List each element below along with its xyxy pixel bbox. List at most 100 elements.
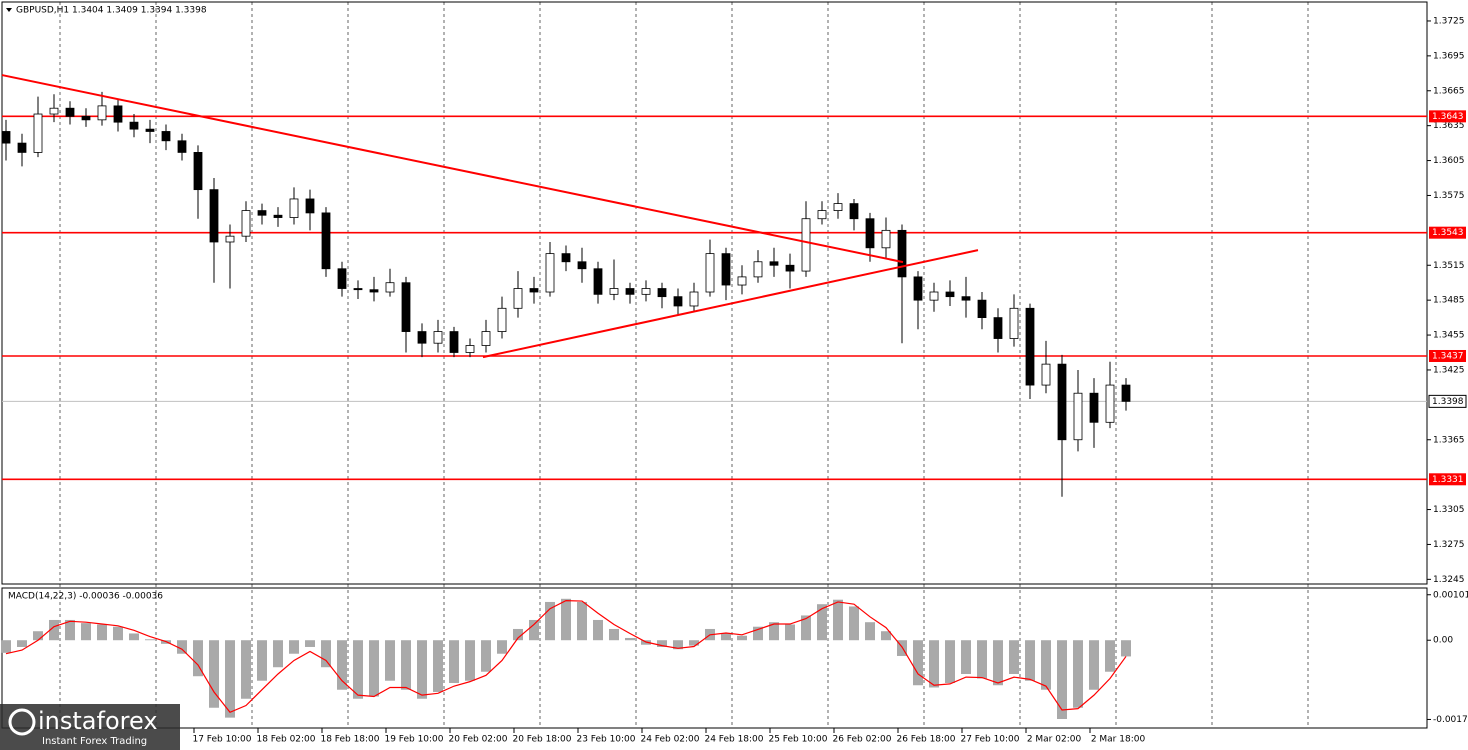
macd-bar [49,619,59,641]
macd-bar [1041,640,1051,690]
candle-body [449,331,459,353]
candle-body [497,307,507,332]
macd-bar [81,623,91,641]
macd-bar [33,631,43,641]
y-tick-label: 1.3275 [1433,540,1465,550]
candle-body [1089,392,1099,423]
macd-title: MACD(14,22,3) -0.00036 -0.00036 [8,592,163,602]
candle-body [241,210,251,237]
macd-bar [865,622,875,641]
x-tick-label: 26 Feb 02:00 [832,735,891,745]
candle-body [993,317,1003,339]
x-tick-label: 19 Feb 10:00 [384,735,443,745]
level-label-box [1429,110,1466,123]
candle-body [401,282,411,332]
y-tick-label: 1.3425 [1433,365,1465,375]
candle-body [1025,307,1035,386]
macd-bar [497,640,507,654]
level-label-box [1429,226,1466,239]
level-label-box [1429,349,1466,362]
y-tick-label: 1.3665 [1433,86,1465,96]
level-label: 1.3331 [1432,475,1464,485]
trend-line [1,74,904,264]
candle-body [417,331,427,344]
macd-bar [1025,640,1035,681]
candle-body [257,210,267,216]
candle-body [321,212,331,270]
macd-bar [801,615,811,641]
macd-bar [1089,640,1099,690]
macd-bar [305,640,315,647]
macd-bar [961,640,971,674]
macd-bar [817,604,827,641]
candle-body [1057,363,1067,441]
candle-body [193,152,203,191]
macd-bar [177,640,187,654]
macd-bar [1009,640,1019,674]
candle-body [81,115,91,121]
candle-body [929,291,939,301]
x-tick-label: 23 Feb 10:00 [576,735,635,745]
macd-bar [417,640,427,699]
macd-bar [721,633,731,641]
x-tick-label: 2 Mar 02:00 [1027,735,1082,745]
macd-bar [481,640,491,672]
title-arrow [6,8,12,12]
macd-bar [673,640,683,650]
candle-body [465,345,475,353]
x-tick-label: 20 Feb 02:00 [448,735,507,745]
candle-body [961,296,971,301]
candle-body [737,276,747,286]
y-tick-label: -0.00176 [1433,715,1468,725]
candle-body [97,105,107,121]
candle-body [1105,384,1115,423]
y-tick-label: 1.3245 [1433,575,1465,585]
macd-bar [737,635,747,641]
macd-bar [337,640,347,690]
candle-body [849,203,859,220]
macd-bar [833,599,843,641]
x-tick-label: 25 Feb 10:00 [768,735,827,745]
candle-body [625,288,635,295]
macd-bar [385,640,395,681]
y-tick-label: 1.3485 [1433,296,1465,306]
y-tick-label: 1.3605 [1433,156,1465,166]
candle-body [545,253,555,293]
macd-bar [449,640,459,683]
candle-body [337,268,347,289]
logo-icon [8,708,36,736]
candle-body [305,198,315,214]
y-tick-label: 0.00101 [1433,590,1468,600]
x-tick-label: 18 Feb 02:00 [256,735,315,745]
x-tick-label: 24 Feb 02:00 [640,735,699,745]
candle-body [369,289,379,293]
level-label: 1.3643 [1432,112,1464,122]
current-price-box [1428,394,1467,408]
level-label-box [1429,473,1466,486]
y-tick-label: 1.3725 [1433,16,1465,26]
macd-bar [353,640,363,699]
macd-bar [401,640,411,690]
macd-bar [289,640,299,654]
macd-bar [577,601,587,641]
signal-line [5,600,1127,713]
macd-bar [657,640,667,647]
macd-bar [529,619,539,641]
candle-body [753,261,763,278]
macd-bar [97,624,107,641]
macd-bar [1121,640,1131,657]
x-tick-label: 20 Feb 18:00 [512,735,571,745]
level-label: 1.3543 [1432,228,1464,238]
candle-body [641,288,651,295]
macd-frame [1,587,1428,729]
candle-body [721,253,731,286]
main-frame [1,1,1428,585]
x-tick-label: 24 Feb 18:00 [704,735,763,745]
candle-body [1073,392,1083,441]
candle-body [609,288,619,295]
x-tick-label: 2 Mar 18:00 [1091,735,1146,745]
y-tick-label: 0.00 [1433,636,1453,646]
macd-bar [193,640,203,677]
candle-body [225,235,235,243]
